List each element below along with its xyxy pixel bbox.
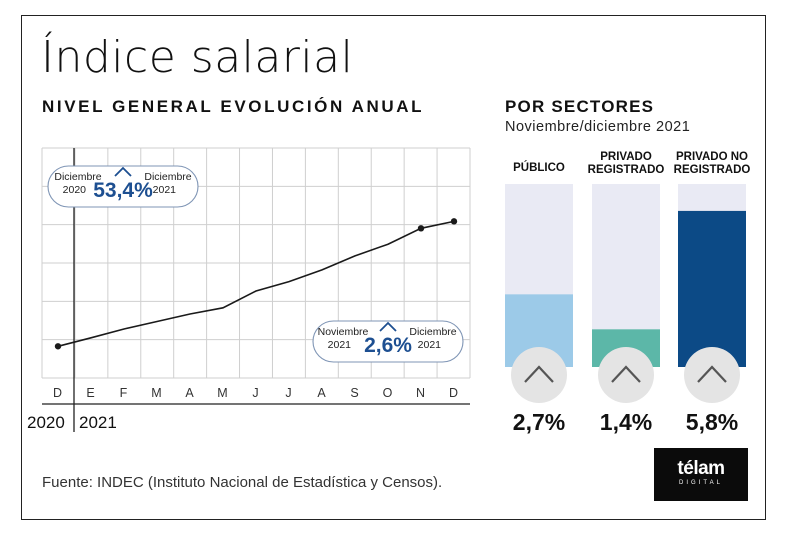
annual-callout-left-l2: 2020 [63,184,87,196]
x-tick-label: M [151,386,162,400]
series-line [57,220,455,348]
chevron-circle [684,347,740,403]
up-chevron-icon [524,365,554,383]
sector-label: REGISTRADO [674,164,751,176]
sector-label: PRIVADO NO [676,151,748,163]
year-label-2021: 2021 [79,413,117,432]
x-tick-label: O [383,386,394,400]
x-tick-label: F [120,386,129,400]
data-point [450,218,458,225]
line-chart-annotations: Diciembre2020Diciembre202153,4%Noviembre… [47,165,464,363]
chevron-circle [598,347,654,403]
x-tick-label: A [317,386,326,400]
monthly-callout-left-l1: Noviembre [318,326,369,338]
up-chevron-icon [697,365,727,383]
x-tick-label: J [285,386,292,400]
telam-logo: télam DIGITAL [654,448,748,501]
source-note: Fuente: INDEC (Instituto Nacional de Est… [42,474,443,491]
x-tick-label: N [416,386,426,400]
chevron-circle [511,347,567,403]
x-tick-label: M [217,386,228,400]
bar-chart-period: Noviembre/diciembre 2021 [505,119,691,135]
annual-callout-box [47,165,199,208]
year-label-2020: 2020 [27,413,65,432]
annual-callout-right-l1: Diciembre [144,171,191,183]
line-chart-series [54,218,458,350]
sector-label: REGISTRADO [588,164,665,176]
bar-value [678,210,746,367]
monthly-callout-right-l2: 2021 [418,339,442,351]
x-tick-label: D [53,386,63,400]
logo-sub: DIGITAL [679,480,723,486]
annual-callout-up-chevron-icon [114,166,132,177]
monthly-callout-box [312,320,464,363]
value-label: 5,8% [686,409,738,435]
monthly-callout-left-l2: 2021 [328,339,352,351]
value-label: 1,4% [600,409,652,435]
data-point [54,343,62,350]
annual-callout-left-l1: Diciembre [54,171,101,183]
monthly-callout-up-chevron-icon [379,321,397,332]
x-tick-label: A [185,386,194,400]
x-tick-label: J [252,386,259,400]
data-point [417,225,425,232]
x-tick-label: E [86,386,95,400]
sector-label: PRIVADO [600,151,652,163]
annual-callout-value: 53,4% [93,179,153,202]
logo-main: télam [677,458,725,479]
annual-callout-right-l2: 2021 [153,184,177,196]
sector-label: PÚBLICO [513,161,565,174]
value-label: 2,7% [513,409,565,435]
x-tick-label: S [350,386,359,400]
page-title: Índice salarial [41,32,354,83]
monthly-callout-right-l1: Diciembre [409,326,456,338]
bar-chart-subtitle: POR SECTORES [505,97,655,116]
x-tick-label: D [449,386,459,400]
line-chart-subtitle: NIVEL GENERAL EVOLUCIÓN ANUAL [42,97,425,116]
up-chevron-icon [611,365,641,383]
monthly-callout-value: 2,6% [364,334,412,357]
sector-bar-group: PÚBLICO 2,7% [505,161,573,435]
